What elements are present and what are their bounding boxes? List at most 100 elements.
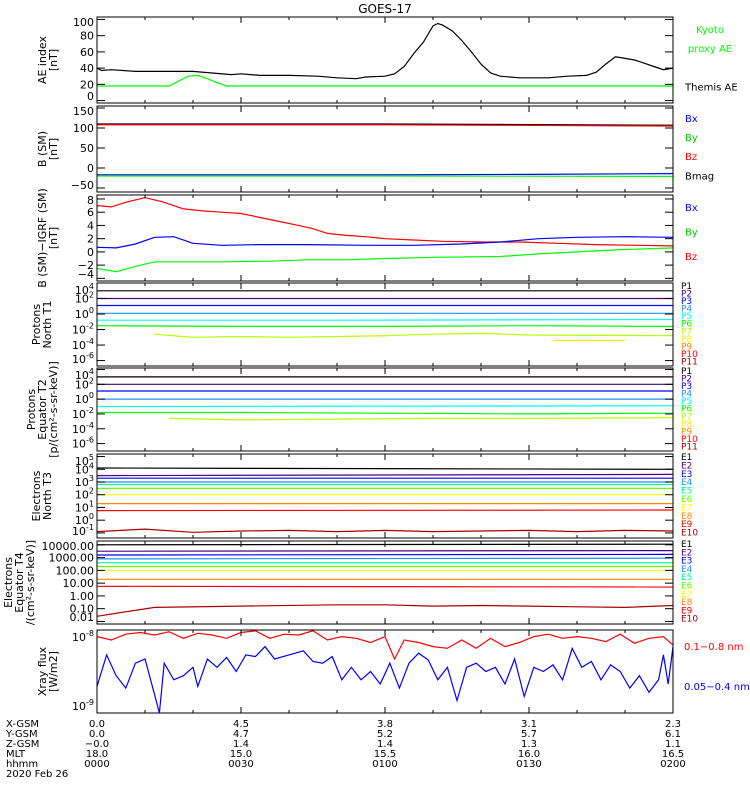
series-kyoto-proxy-ae xyxy=(97,74,673,87)
legend-label: P8 xyxy=(681,335,692,345)
y-tick-label: 50 xyxy=(80,142,94,155)
y-tick-label: 10.00 xyxy=(63,577,95,590)
panel-xray: 10-9 10-8 Xray flux[W/m2] 0.1−0.8 nm 0.05−0.… xyxy=(36,629,750,714)
series-e1 xyxy=(97,467,673,470)
legend-label: P7 xyxy=(681,412,692,422)
y-axis-label: North T1 xyxy=(41,301,54,349)
legend-label: E10 xyxy=(681,615,698,625)
y-tick-label: 0 xyxy=(87,90,94,103)
y-axis-label: [p/(cm²-s-sr-keV)] xyxy=(47,361,60,458)
y-tick-label: 10-2 xyxy=(72,322,94,337)
y-tick-label: 80 xyxy=(80,30,94,43)
series-0-1-0-8-nm xyxy=(97,630,673,661)
series-p7 xyxy=(168,417,673,421)
legend-label: E6 xyxy=(681,495,693,505)
legend-label: E3 xyxy=(681,470,692,480)
legend-label: P1 xyxy=(681,367,692,377)
x-row-value: 5.7 xyxy=(521,729,537,740)
y-tick-label: 20 xyxy=(80,78,94,91)
legend-label: E8 xyxy=(681,512,693,522)
series-themis-ae xyxy=(97,22,673,80)
panel-frame xyxy=(96,194,674,282)
y-tick-label: 0.01 xyxy=(70,611,95,624)
y-axis-label: Xray flux xyxy=(36,646,49,696)
y-axis-label: B (SM)−IGRF (SM) xyxy=(36,188,49,288)
y-tick-label: 0 xyxy=(87,162,94,175)
y-tick-exponent: 4 xyxy=(89,282,94,291)
legend-label: P11 xyxy=(681,442,698,452)
y-axis-label: North T3 xyxy=(41,472,54,520)
x-row-value: 15.5 xyxy=(374,749,396,760)
legend-label: P6 xyxy=(681,320,692,330)
y-tick-exponent: 3 xyxy=(89,474,94,483)
y-tick-exponent: 4 xyxy=(89,367,94,376)
x-row-value: 0130 xyxy=(516,759,541,770)
y-tick-label: 10-4 xyxy=(72,421,94,436)
y-tick-exponent: 0 xyxy=(89,306,94,315)
y-tick-label: 10-6 xyxy=(72,351,94,366)
legend-label: By xyxy=(685,228,698,239)
legend-label: P4 xyxy=(681,305,692,315)
y-tick-label: 100.00 xyxy=(56,564,95,577)
y-tick-label: 100 xyxy=(75,391,94,406)
y-tick-label: 4 xyxy=(87,219,94,232)
y-tick-label: 0.10 xyxy=(70,603,95,616)
y-tick-label: 10-4 xyxy=(72,337,94,352)
x-row-label: MLT xyxy=(6,749,26,760)
series-p5 xyxy=(97,405,673,408)
legend-label: E10 xyxy=(681,529,698,539)
y-tick-label: 10-8 xyxy=(72,629,94,644)
legend-label: E4 xyxy=(681,565,693,575)
legend-label: P3 xyxy=(681,382,692,392)
series-e9 xyxy=(97,585,673,588)
series-p6 xyxy=(97,325,673,327)
y-tick-exponent: 0 xyxy=(89,512,94,521)
x-row-label: hhmm xyxy=(6,759,38,770)
x-row-value: 4.5 xyxy=(233,719,249,730)
legend-label: P3 xyxy=(681,297,692,307)
legend-label: E7 xyxy=(681,503,692,513)
y-axis-label: Equator T4 xyxy=(13,552,26,612)
y-tick-exponent: -8 xyxy=(86,629,94,638)
y-axis-label: [W/m2] xyxy=(47,651,60,692)
y-tick-label: 10-9 xyxy=(72,698,94,713)
legend-label: P5 xyxy=(681,312,692,322)
y-tick-exponent: 5 xyxy=(89,453,94,462)
legend-label: P2 xyxy=(681,375,692,385)
y-tick-label: 10-6 xyxy=(72,436,94,451)
x-row-value: 3.1 xyxy=(521,719,537,730)
y-tick-exponent: -2 xyxy=(86,322,94,331)
legend-label: P10 xyxy=(681,435,698,445)
legend-label: P5 xyxy=(681,397,692,407)
panel-frame xyxy=(96,105,674,193)
legend-label: 0.05−0.4 nm xyxy=(684,682,750,693)
panel-frame xyxy=(96,282,674,367)
series-e3 xyxy=(97,553,673,556)
y-axis-label: Protons xyxy=(30,304,43,345)
legend-label: E1 xyxy=(681,453,692,463)
panel-frame xyxy=(96,453,674,539)
y-axis-label: AE index xyxy=(36,35,49,84)
legend-label: proxy AE xyxy=(688,44,732,55)
series-e10 xyxy=(97,528,673,533)
x-row-value: 0.0 xyxy=(89,719,105,730)
legend-label: E4 xyxy=(681,478,693,488)
y-tick-exponent: 2 xyxy=(89,487,94,496)
y-tick-label: 100 xyxy=(75,306,94,321)
x-row-value: 0200 xyxy=(660,759,685,770)
series-0-05-0-4-nm xyxy=(97,645,673,713)
legend-label: By xyxy=(685,133,698,144)
y-tick-exponent: 0 xyxy=(89,391,94,400)
y-axis-label: [nT] xyxy=(47,138,60,160)
chart-title: GOES-17 xyxy=(358,2,412,16)
x-row-value: 18.0 xyxy=(86,749,108,760)
x-row-value: 4.7 xyxy=(233,729,249,740)
panel-frame xyxy=(96,540,674,625)
y-tick-exponent: -6 xyxy=(86,351,94,360)
series-bz xyxy=(97,124,673,127)
